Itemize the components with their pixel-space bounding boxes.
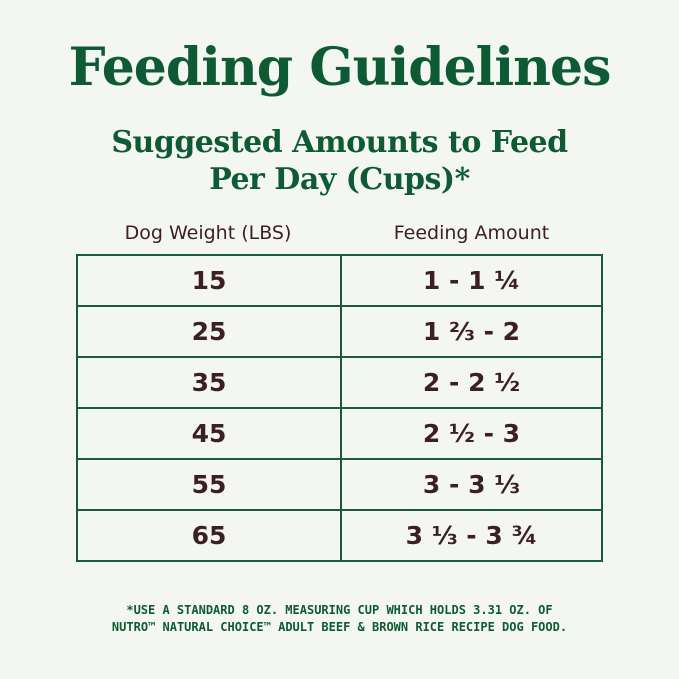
table-row: 55 3 - 3 ⅓ xyxy=(76,458,603,511)
weight-cell: 35 xyxy=(76,356,342,409)
weight-cell: 15 xyxy=(76,254,342,307)
header-feeding-amount: Feeding Amount xyxy=(393,222,550,244)
weight-cell: 25 xyxy=(76,305,342,358)
table-row: 15 1 - 1 ¼ xyxy=(76,254,603,307)
amount-cell: 3 ⅓ - 3 ¾ xyxy=(340,509,603,562)
page-title: Feeding Guidelines xyxy=(68,37,612,98)
amount-cell: 1 - 1 ¼ xyxy=(340,254,603,307)
weight-cell: 55 xyxy=(76,458,342,511)
feeding-table: 15 1 - 1 ¼ 25 1 ⅔ - 2 35 2 - 2 ½ 45 2 ½ - 3 … xyxy=(76,254,603,562)
table-row: 25 1 ⅔ - 2 xyxy=(76,305,603,358)
subtitle-line-2: Per Day (Cups)* xyxy=(209,162,470,197)
header-dog-weight: Dog Weight (LBS) xyxy=(124,222,292,244)
subtitle: Suggested Amounts to Feed Per Day (Cups)… xyxy=(0,124,679,198)
weight-cell: 65 xyxy=(76,509,342,562)
amount-cell: 2 - 2 ½ xyxy=(340,356,603,409)
table-row: 45 2 ½ - 3 xyxy=(76,407,603,460)
subtitle-line-1: Suggested Amounts to Feed xyxy=(111,125,568,160)
table-row: 65 3 ⅓ - 3 ¾ xyxy=(76,509,603,562)
weight-cell: 45 xyxy=(76,407,342,460)
amount-cell: 1 ⅔ - 2 xyxy=(340,305,603,358)
table-row: 35 2 - 2 ½ xyxy=(76,356,603,409)
amount-cell: 3 - 3 ⅓ xyxy=(340,458,603,511)
footnote-line-1: *USE A STANDARD 8 OZ. MEASURING CUP WHIC… xyxy=(126,603,553,617)
amount-cell: 2 ½ - 3 xyxy=(340,407,603,460)
footnote: *USE A STANDARD 8 OZ. MEASURING CUP WHIC… xyxy=(0,602,679,636)
footnote-line-2: NUTRO™ NATURAL CHOICE™ ADULT BEEF & BROW… xyxy=(111,620,568,634)
